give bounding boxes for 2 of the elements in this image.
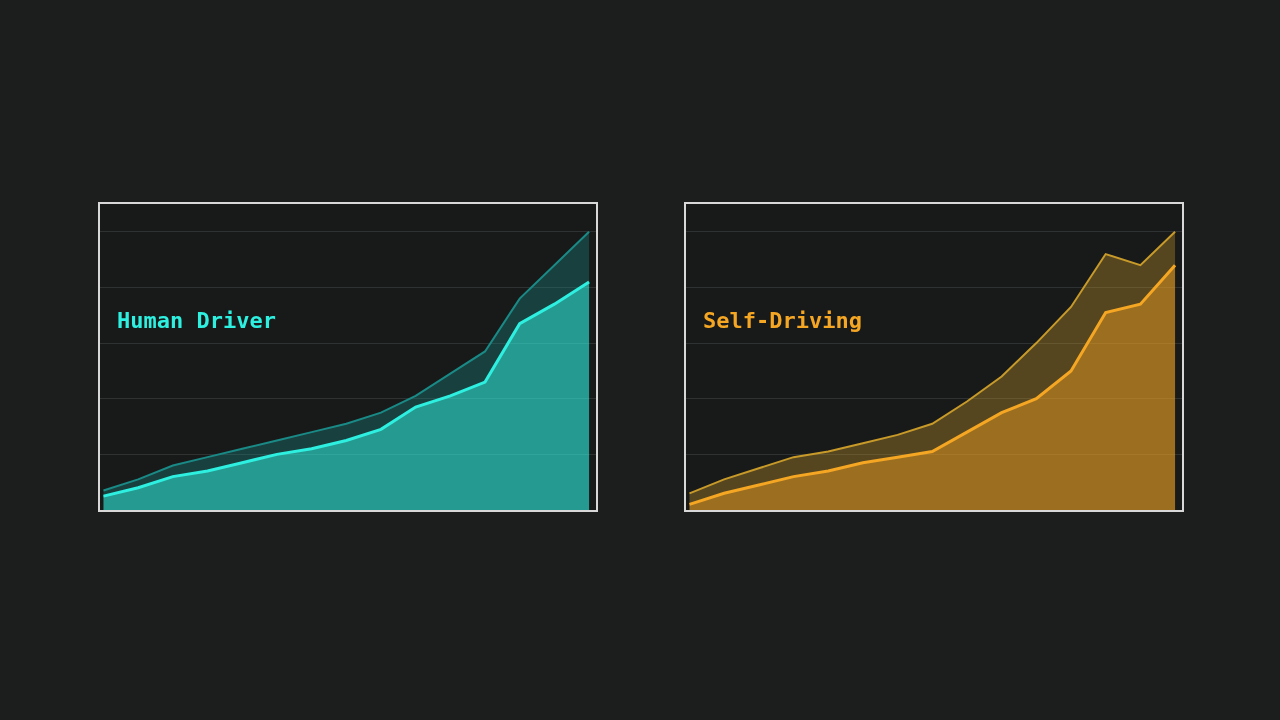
text: Self-Driving	[703, 308, 862, 333]
text: Human Driver	[117, 308, 276, 333]
